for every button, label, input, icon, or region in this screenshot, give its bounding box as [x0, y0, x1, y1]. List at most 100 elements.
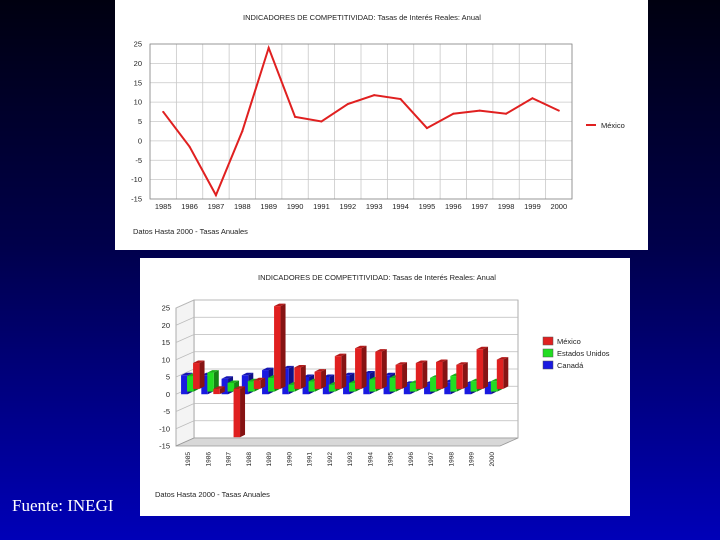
x-tick-label: 1990: [287, 202, 304, 211]
chart-title: INDICADORES DE COMPETITIVIDAD: Tasas de …: [258, 273, 496, 282]
x-tick-label: 1992: [339, 202, 356, 211]
bar-front: [355, 348, 362, 389]
bar-front: [403, 383, 411, 395]
bar-side: [381, 349, 387, 389]
bar-side: [361, 345, 367, 389]
bar-front: [389, 377, 397, 392]
bar-side: [199, 360, 205, 389]
bar-side: [321, 369, 327, 389]
chart-footer: Datos Hasta 2000 - Tasas Anuales: [155, 490, 270, 499]
bar-front: [328, 384, 336, 392]
x-tick-label: 1994: [367, 452, 374, 467]
bar-front: [334, 356, 342, 389]
bar-top: [181, 372, 193, 376]
x-tick-label: 1996: [445, 202, 462, 211]
bar-front: [247, 381, 255, 392]
bar-front: [476, 349, 484, 389]
bar-mexico: [253, 377, 266, 389]
bar-front: [444, 382, 451, 395]
bar-top: [221, 376, 234, 379]
x-tick-label: 1998: [448, 452, 455, 467]
bar-chart: INDICADORES DE COMPETITIVIDAD: Tasas de …: [155, 273, 610, 499]
bar-front: [436, 362, 443, 389]
bar-front: [349, 382, 356, 392]
data-point: [478, 109, 481, 112]
bar-front: [288, 384, 295, 392]
bar-top: [253, 377, 266, 381]
bar-top: [395, 362, 408, 365]
y-tick-label: 15: [134, 78, 142, 87]
bar-front: [314, 371, 322, 389]
bar-side: [341, 353, 347, 389]
bar-front: [262, 370, 269, 395]
x-tick-label: 1987: [208, 202, 225, 211]
bar-side: [213, 370, 219, 392]
bar-top: [415, 360, 428, 364]
floor: [175, 437, 519, 447]
y-tick-label: 5: [166, 373, 170, 382]
bar-top: [294, 365, 306, 368]
data-point: [399, 98, 402, 101]
bar-side: [442, 359, 448, 389]
bar-mexico: [314, 369, 327, 389]
x-tick-label: 1986: [181, 202, 198, 211]
y-tick-label: -15: [159, 442, 170, 451]
y-tick-label: 10: [162, 355, 170, 364]
bar-front: [201, 375, 208, 395]
x-tick-label: 1987: [226, 452, 233, 467]
bar-side: [260, 377, 266, 389]
legend-label: México: [601, 121, 625, 130]
y-tick-label: 10: [134, 98, 142, 107]
bar-top: [213, 386, 225, 389]
y-tick-label: -10: [159, 424, 170, 433]
bar-front: [464, 383, 472, 395]
x-tick-label: 1994: [392, 202, 409, 211]
bar-mexico: [334, 353, 347, 389]
chart-title: INDICADORES DE COMPETITIVIDAD: Tasas de …: [243, 13, 481, 22]
data-point: [320, 120, 323, 123]
x-tick-label: 1988: [246, 452, 253, 467]
bar-estados-unidos: [207, 370, 219, 392]
y-tick-label: 5: [138, 117, 142, 126]
legend-label: Estados Unidos: [557, 349, 610, 358]
data-point: [241, 130, 244, 133]
x-tick-label: 1989: [266, 452, 273, 467]
bar-top: [241, 372, 254, 376]
bar-top: [314, 369, 327, 372]
bar-top: [262, 367, 274, 371]
legend-swatch: [542, 360, 554, 370]
bar-front: [302, 377, 310, 395]
bar-front: [322, 377, 330, 395]
bar-front: [193, 363, 200, 389]
source-note: Fuente: INEGI: [12, 496, 114, 515]
bar-front: [450, 376, 457, 392]
y-tick-label: 0: [166, 390, 170, 399]
line-chart: INDICADORES DE COMPETITIVIDAD: Tasas de …: [131, 13, 625, 236]
gridline: [175, 403, 518, 412]
y-tick-label: -5: [163, 407, 170, 416]
x-tick-label: 1996: [408, 452, 415, 467]
y-tick-label: 25: [134, 40, 142, 49]
legend-swatch: [542, 336, 554, 346]
x-tick-label: 1985: [185, 452, 192, 467]
bar-mexico: [375, 349, 387, 389]
y-tick-label: 15: [162, 338, 170, 347]
data-point: [294, 115, 297, 118]
bar-top: [193, 360, 205, 364]
bar-front: [308, 381, 316, 392]
bar-front: [496, 359, 504, 389]
bar-mexico: [476, 346, 489, 389]
x-tick-label: 1997: [471, 202, 488, 211]
x-tick-label: 1991: [307, 452, 314, 467]
legend-label: México: [557, 337, 581, 346]
bar-top: [207, 370, 219, 373]
x-tick-label: 1993: [366, 202, 383, 211]
bar-front: [213, 388, 220, 395]
bar-front: [282, 368, 289, 395]
bar-side: [503, 357, 509, 389]
series-line-mexico: [162, 44, 560, 198]
legend-swatch: [542, 348, 554, 358]
bar-top: [436, 359, 448, 363]
bar-front: [253, 380, 261, 389]
gridline: [175, 316, 518, 326]
